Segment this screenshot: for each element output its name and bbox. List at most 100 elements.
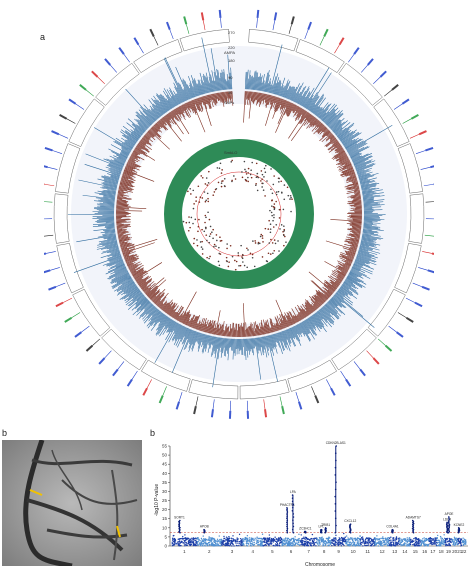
inner-point	[273, 249, 276, 252]
snp-point	[274, 540, 277, 543]
inner-bar	[118, 236, 128, 240]
inner-bar	[169, 309, 174, 316]
inner-bar	[245, 322, 247, 337]
inner-bar	[323, 290, 331, 297]
inner-bar	[337, 262, 350, 269]
outer-bar	[342, 283, 359, 294]
snp-point	[360, 541, 362, 544]
gene-tick	[52, 150, 63, 154]
outer-bar	[323, 109, 336, 123]
inner-bar	[349, 187, 360, 191]
inner-bar	[297, 313, 303, 320]
outer-bar	[281, 79, 289, 97]
inner-point	[235, 260, 238, 263]
inner-point	[216, 167, 219, 169]
peak-label: ZC3HC1	[299, 526, 312, 530]
snp-point	[443, 543, 445, 545]
outer-bar	[310, 316, 319, 328]
snp-point	[372, 540, 375, 543]
inner-bar	[179, 106, 184, 113]
inner-bar	[194, 314, 200, 329]
outer-bar	[363, 209, 383, 211]
inner-bar	[280, 322, 284, 330]
snp-point	[357, 537, 359, 540]
inner-bar	[158, 302, 164, 308]
gene-label-mark	[384, 344, 393, 352]
peak-label: ADAMTS7	[406, 516, 421, 520]
gene-label-mark	[273, 12, 278, 21]
inner-bar	[159, 119, 165, 125]
inner-bar	[255, 92, 258, 100]
track-label-smklo: SmkLO	[224, 150, 237, 155]
gene-label-mark	[64, 316, 73, 323]
snp-point	[352, 543, 355, 546]
inner-bar	[338, 266, 348, 272]
outer-bar	[136, 114, 150, 128]
outer-bar	[320, 103, 336, 120]
gene-tick	[71, 312, 81, 319]
inner-point	[217, 260, 220, 263]
inner-bar	[297, 304, 306, 318]
gene-label-mark	[323, 28, 329, 37]
y-tick-label: 55	[162, 444, 168, 449]
outer-bar	[252, 338, 255, 349]
outer-bar	[132, 292, 143, 302]
inner-bar	[329, 279, 339, 287]
snp-point	[195, 537, 197, 540]
inner-bar	[227, 91, 230, 103]
snp-point	[177, 538, 179, 540]
snp-point	[380, 537, 382, 540]
snp-point	[213, 541, 216, 544]
inner-bar	[205, 326, 208, 333]
outer-bar	[316, 102, 329, 117]
outer-bar	[105, 225, 115, 227]
inner-bar	[311, 121, 321, 132]
outer-bar	[335, 292, 344, 300]
inner-point	[279, 228, 281, 230]
snp-point	[285, 541, 287, 543]
outer-bar	[348, 142, 368, 154]
snp-point	[364, 540, 367, 542]
y-tick-label: 50	[162, 453, 168, 458]
snp-point	[198, 539, 200, 541]
outer-bar	[189, 87, 194, 98]
inner-bar	[146, 285, 159, 296]
outer-bar	[357, 167, 373, 174]
inner-bar	[323, 128, 328, 133]
outer-bar	[103, 185, 117, 190]
snp-point	[256, 540, 258, 543]
snp-point	[358, 537, 361, 540]
inner-bar	[312, 119, 319, 128]
inner-bar	[311, 302, 318, 310]
outer-bar	[102, 241, 118, 246]
outer-bar	[155, 315, 167, 331]
outer-bar	[349, 146, 370, 157]
outer-bar	[345, 138, 362, 149]
gene-label-mark	[228, 410, 232, 419]
outer-bar	[99, 239, 117, 245]
gene-tick	[366, 350, 374, 359]
inner-bar	[316, 124, 324, 133]
snp-point	[199, 544, 202, 547]
inner-point	[209, 255, 211, 258]
snp-point	[295, 542, 297, 544]
inner-bar	[326, 138, 337, 148]
inner-bar	[346, 253, 355, 258]
outer-bar	[355, 162, 375, 171]
inner-bar	[128, 158, 136, 163]
outer-bar	[213, 336, 218, 352]
inner-bar	[139, 140, 152, 151]
outer-bar	[358, 174, 371, 179]
outer-bar	[96, 209, 115, 211]
outer-bar	[257, 73, 261, 91]
inner-bar	[140, 280, 152, 289]
inner-bar	[265, 320, 270, 334]
inner-bar	[351, 225, 362, 228]
snp-point	[208, 541, 211, 543]
inner-point	[273, 175, 275, 177]
inner-bar	[338, 149, 344, 153]
inner-bar	[160, 118, 167, 126]
snp-point	[313, 543, 316, 545]
x-tick-label: 16	[422, 549, 428, 554]
